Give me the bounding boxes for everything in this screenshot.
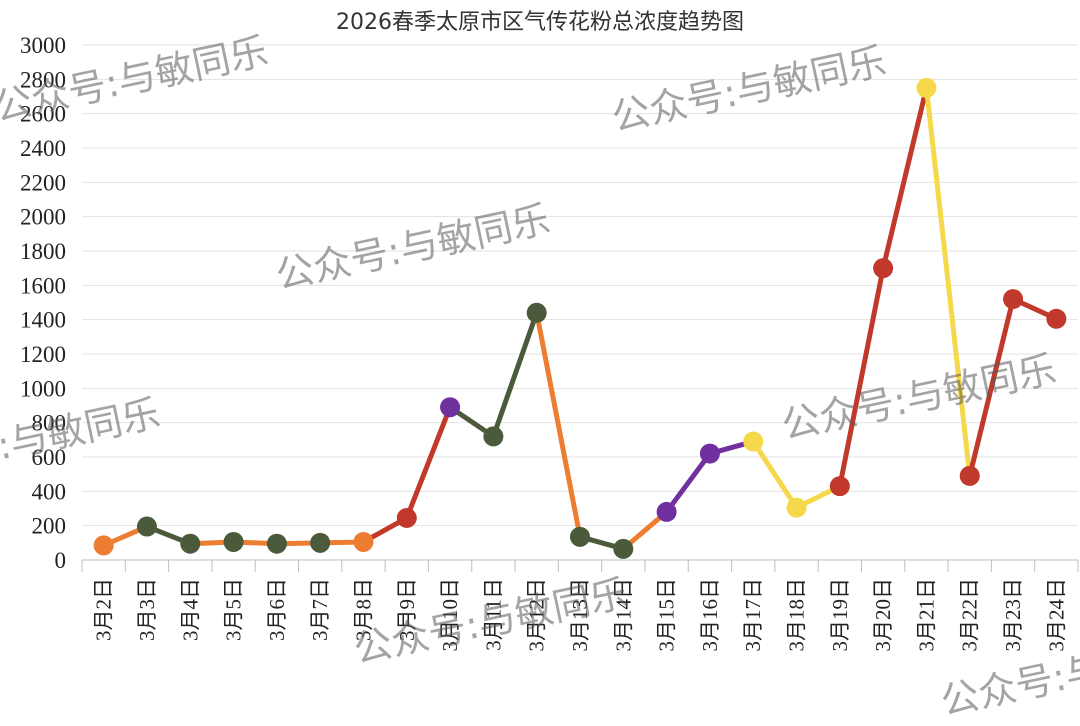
data-point bbox=[916, 77, 937, 98]
data-point bbox=[180, 533, 201, 554]
data-point bbox=[396, 507, 417, 528]
x-tick-label: 3月14日 bbox=[611, 578, 635, 652]
x-tick-label: 3月24日 bbox=[1044, 578, 1068, 652]
y-tick-label: 2000 bbox=[20, 205, 66, 230]
data-point bbox=[93, 535, 114, 556]
chart: 2026春季太原市区气传花粉总浓度趋势图 0 200 400 600 800 1000 12… bbox=[0, 10, 1080, 724]
x-tick-label: 3月6日 bbox=[265, 578, 289, 641]
x-tick-label: 3月9日 bbox=[395, 578, 419, 641]
y-tick-label: 400 bbox=[32, 479, 67, 504]
data-point bbox=[1003, 289, 1024, 310]
line-chart-svg: 0 200 400 600 800 1000 1200 1400 1600 1800 2000 220… bbox=[20, 33, 1079, 652]
y-tick-label: 1600 bbox=[20, 273, 66, 298]
y-tick-label: 2800 bbox=[20, 67, 66, 92]
series-line-segment bbox=[490, 310, 540, 439]
x-tick-label: 3月10日 bbox=[438, 578, 462, 652]
x-tick-label: 3月11日 bbox=[481, 578, 505, 651]
x-tick-label: 3月20日 bbox=[871, 578, 895, 652]
data-point bbox=[526, 302, 547, 323]
x-tick-label: 3月4日 bbox=[178, 578, 202, 641]
x-tick-label: 3月17日 bbox=[741, 578, 765, 652]
data-point bbox=[873, 258, 894, 279]
x-tick-label: 3月8日 bbox=[351, 578, 375, 641]
series-line-segment bbox=[880, 85, 929, 271]
y-tick-label: 1000 bbox=[20, 376, 66, 401]
y-tick-label: 600 bbox=[32, 445, 67, 470]
data-point bbox=[223, 531, 244, 552]
y-tick-label: 0 bbox=[55, 548, 67, 573]
data-point bbox=[656, 501, 677, 522]
data-point bbox=[310, 532, 331, 553]
x-tick-label: 3月22日 bbox=[958, 578, 982, 652]
x-tick-label: 3月12日 bbox=[525, 578, 549, 652]
series-line-segment bbox=[664, 451, 713, 515]
y-tick-label: 2400 bbox=[20, 136, 66, 161]
y-tick-label: 1200 bbox=[20, 342, 66, 367]
series-line-segment bbox=[837, 265, 886, 489]
x-tick-label: 3月3日 bbox=[135, 578, 159, 641]
x-tick-label: 3月2日 bbox=[92, 578, 116, 641]
chart-title: 2026春季太原市区气传花粉总浓度趋势图 bbox=[336, 10, 744, 35]
x-tick-label: 3月7日 bbox=[308, 578, 332, 641]
y-tick-label: 2600 bbox=[20, 102, 66, 127]
data-point bbox=[1046, 308, 1067, 329]
y-tick-label: 2200 bbox=[20, 170, 66, 195]
y-tick-label: 200 bbox=[32, 514, 67, 539]
data-point bbox=[266, 533, 287, 554]
y-tick-label: 3000 bbox=[20, 33, 66, 58]
series-line-segment bbox=[923, 85, 973, 479]
data-point bbox=[699, 443, 720, 464]
x-tick-label: 3月21日 bbox=[914, 578, 938, 652]
x-tick-label: 3月19日 bbox=[828, 578, 852, 652]
series-line-segment bbox=[534, 310, 583, 540]
series-line-segment bbox=[404, 404, 453, 521]
data-point bbox=[483, 426, 504, 447]
x-tick-label: 3月16日 bbox=[698, 578, 722, 652]
data-point bbox=[829, 476, 850, 497]
series-line-segment bbox=[967, 296, 1016, 479]
x-tick-label: 3月13日 bbox=[568, 578, 592, 652]
x-tick-label: 3月15日 bbox=[655, 578, 679, 652]
data-point bbox=[786, 497, 807, 518]
data-point bbox=[353, 531, 374, 552]
y-tick-label: 1400 bbox=[20, 308, 66, 333]
x-tick-label: 3月23日 bbox=[1001, 578, 1025, 652]
x-tick-label: 3月18日 bbox=[785, 578, 809, 652]
x-tick-label: 3月5日 bbox=[222, 578, 246, 641]
data-point bbox=[743, 431, 764, 452]
data-point bbox=[440, 397, 461, 418]
y-tick-label: 1800 bbox=[20, 239, 66, 264]
data-point bbox=[136, 516, 157, 537]
data-point bbox=[959, 465, 980, 486]
y-tick-label: 800 bbox=[32, 411, 67, 436]
data-point bbox=[613, 538, 634, 559]
series-line-segment bbox=[750, 439, 800, 511]
data-point bbox=[570, 526, 590, 547]
